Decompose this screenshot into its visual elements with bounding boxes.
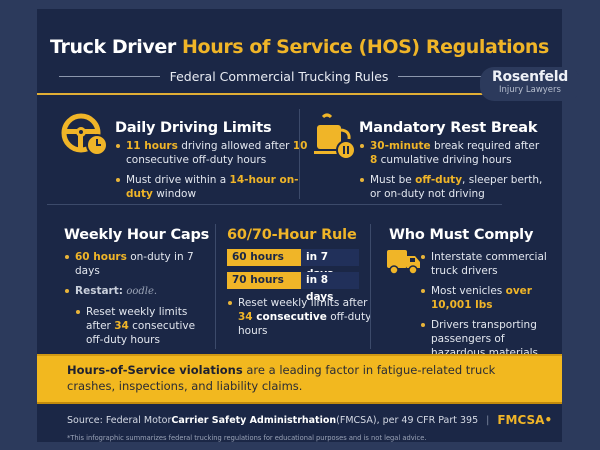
weekly-caps-section: Weekly Hour Caps 60 hours on-duty in 7 d… <box>64 227 209 353</box>
comply-list: Interstate commercial truck drivers Most… <box>420 247 550 366</box>
divider-vertical-bottom-1 <box>215 224 216 349</box>
daily-bullet-2: Must drive within a 14-hour on-duty wind… <box>115 173 315 201</box>
weekly-caps-title: Weekly Hour Caps <box>64 227 210 243</box>
title-highlight: Hours of Service (HOS) Regulations <box>182 36 549 58</box>
rule-6070-section: 60/70-Hour Rule 60 hours in 7 days 70 ho… <box>227 227 377 344</box>
comply-bullet-2: Most venicles over 10,001 lbs <box>420 284 550 312</box>
page-title: Truck Driver Hours of Service (HOS) Regu… <box>37 36 562 58</box>
daily-limits-title: Daily Driving Limits <box>115 120 272 136</box>
weekly-bullet-3: Reset weekly limits after 34 consecutive… <box>75 305 209 347</box>
rest-break-section: Mandatory Rest Break 30-minute break req… <box>359 120 549 207</box>
rule-6070-bullet: Reset weekly limits after 34 consecutive… <box>227 296 377 338</box>
source-line: Source: Federal Motor Carrier Safety Adm… <box>67 413 553 427</box>
divider-vertical-top <box>299 109 300 199</box>
title-plain: Truck Driver <box>50 36 176 58</box>
infographic-panel: Truck Driver Hours of Service (HOS) Regu… <box>37 9 562 442</box>
rule-6070-title: 60/70-Hour Rule <box>227 227 357 243</box>
divider-vertical-bottom-2 <box>370 224 371 349</box>
rosenfeld-logo: Rosenfeld Injury Lawyers <box>480 67 580 101</box>
hours-row-70: 70 hours in 8 days <box>227 272 377 303</box>
hours-row-60: 60 hours in 7 days <box>227 249 377 280</box>
warning-banner: Hours-of-Service violations are a leadin… <box>37 354 562 404</box>
divider-right <box>398 76 499 77</box>
rest-break-title: Mandatory Rest Break <box>359 120 538 136</box>
who-must-comply-title: Who Must Comply <box>389 227 534 243</box>
subtitle: Federal Commercial Trucking Rules <box>169 69 389 84</box>
rest-bullet-2: Must be off-duty, sleeper berth, or on-d… <box>359 173 549 201</box>
subtitle-row: Federal Commercial Trucking Rules <box>59 69 499 84</box>
daily-limits-section: Daily Driving Limits 11 hours driving al… <box>115 120 315 207</box>
weekly-bullet-1: 60 hours on-duty in 7 days <box>64 250 209 278</box>
divider-horizontal <box>47 204 502 205</box>
rest-bullet-1: 30-minute break required after 8 cumulat… <box>359 139 549 167</box>
comply-bullet-1: Interstate commercial truck drivers <box>420 250 550 278</box>
gold-divider <box>37 93 507 95</box>
delivery-truck-icon <box>385 247 423 277</box>
coffee-cup-pause-icon <box>313 113 357 161</box>
steering-wheel-clock-icon <box>59 109 149 161</box>
divider-left <box>59 76 160 77</box>
who-must-comply-section: Who Must Comply <box>389 227 559 243</box>
daily-bullet-1: 11 hours driving allowed after 10 consec… <box>115 139 315 167</box>
weekly-bullet-2: Restart: oodle. <box>64 284 209 299</box>
fmcsa-logo: FMCSA• <box>497 413 553 427</box>
disclaimer: *This infographic summarizes federal tru… <box>67 434 427 442</box>
